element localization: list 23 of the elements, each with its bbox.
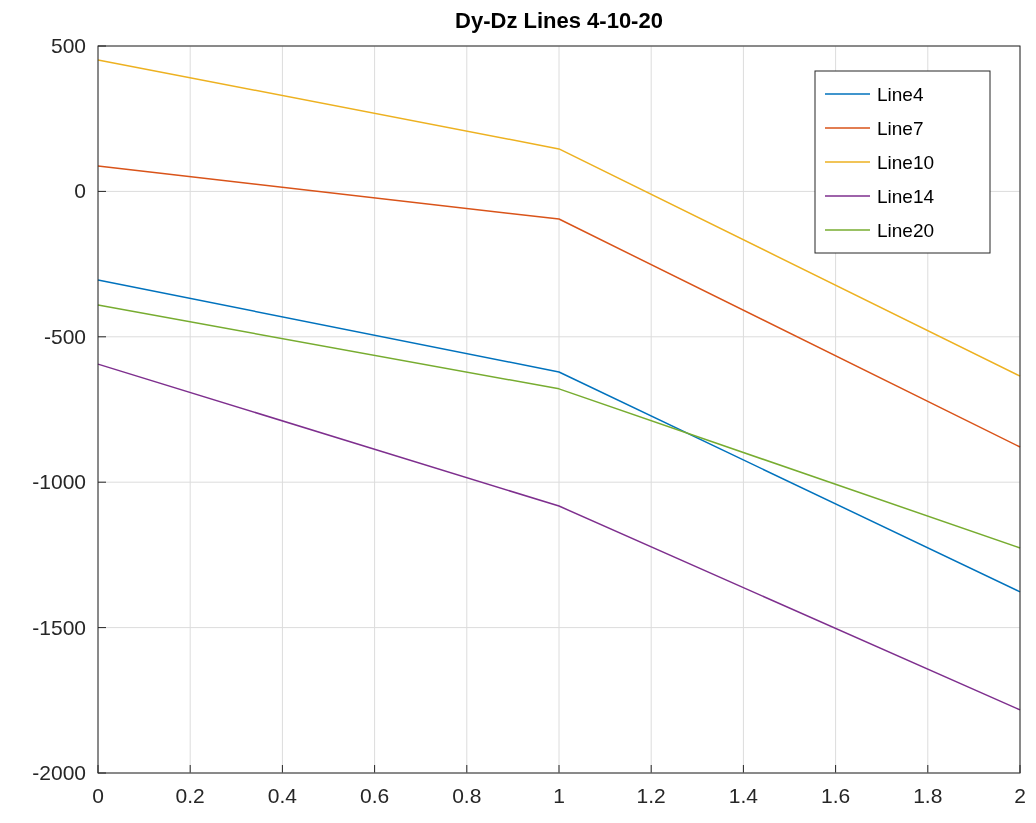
x-tick-label: 0 (92, 784, 104, 807)
legend-label: Line7 (877, 118, 924, 139)
x-tick-label: 0.2 (175, 784, 205, 807)
x-tick-label: 1.4 (728, 784, 759, 807)
legend-label: Line4 (877, 84, 924, 105)
y-tick-label: 500 (50, 34, 86, 57)
chart-title: Dy-Dz Lines 4-10-20 (455, 8, 663, 33)
x-tick-label: 0.4 (267, 784, 298, 807)
x-tick-label: 1.2 (636, 784, 666, 807)
legend-label: Line20 (877, 220, 935, 241)
y-tick-label: -2000 (32, 761, 86, 784)
x-tick-label: 0.6 (360, 784, 390, 807)
y-tick-label: -1500 (32, 615, 86, 639)
y-tick-label: -500 (43, 324, 86, 348)
x-tick-label: 0.8 (452, 784, 482, 807)
legend-label: Line10 (877, 152, 935, 173)
y-tick-label: -1000 (32, 470, 86, 494)
x-tick-label: 1.6 (821, 784, 851, 807)
x-tick-label: 2 (1014, 784, 1026, 807)
y-tick-label: 0 (74, 179, 86, 203)
x-tick-label: 1 (553, 784, 565, 807)
x-tick-label: 1.8 (913, 784, 943, 807)
legend-label: Line14 (877, 186, 935, 207)
